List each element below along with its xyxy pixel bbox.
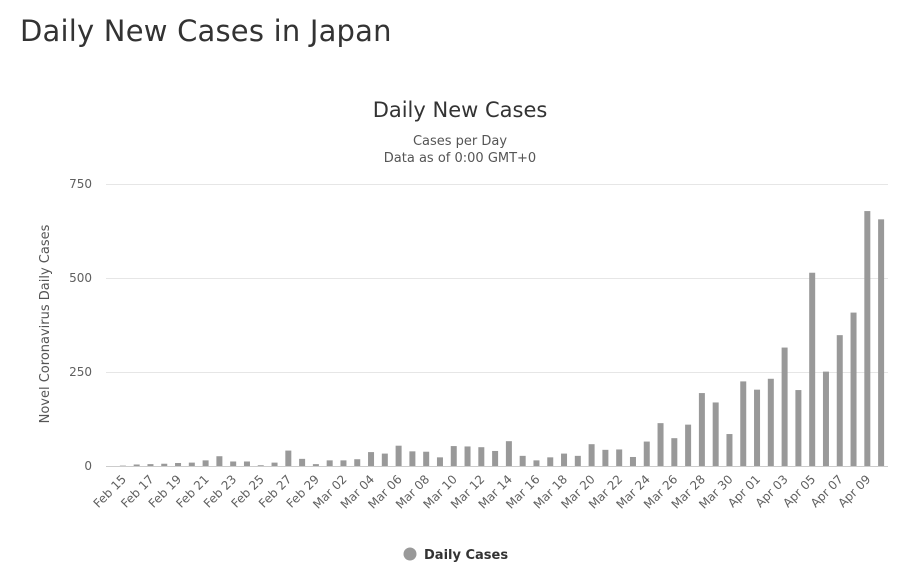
y-axis-label: Novel Coronavirus Daily Cases	[38, 224, 53, 423]
bar[interactable]	[809, 272, 816, 466]
legend[interactable]: Daily Cases	[403, 547, 509, 564]
bar[interactable]	[423, 451, 430, 466]
chart-subtitle-line-2: Data as of 0:00 GMT+0	[384, 151, 536, 166]
bar[interactable]	[368, 452, 375, 466]
bar[interactable]	[519, 455, 526, 466]
bar[interactable]	[864, 211, 871, 466]
bar[interactable]	[188, 462, 195, 466]
bar[interactable]	[836, 335, 843, 466]
y-tick-label: 250	[69, 365, 92, 379]
bar[interactable]	[243, 461, 250, 466]
page-title: Daily New Cases in Japan	[20, 14, 392, 48]
bar[interactable]	[299, 458, 306, 466]
bar[interactable]	[147, 464, 154, 466]
bar[interactable]	[257, 465, 264, 466]
bar[interactable]	[685, 424, 692, 466]
bar[interactable]	[767, 378, 774, 466]
bar[interactable]	[850, 312, 857, 466]
bar[interactable]	[354, 459, 361, 466]
bar[interactable]	[436, 457, 443, 466]
bar[interactable]	[175, 462, 182, 466]
bar[interactable]	[285, 450, 292, 466]
bar[interactable]	[726, 434, 733, 466]
bar[interactable]	[795, 390, 802, 466]
bar[interactable]	[409, 451, 416, 466]
bar[interactable]	[698, 393, 705, 466]
bar[interactable]	[381, 453, 388, 466]
y-tick-label: 0	[84, 459, 92, 473]
legend-label-daily-cases: Daily Cases	[424, 548, 508, 563]
bar[interactable]	[340, 460, 347, 466]
bar[interactable]	[161, 463, 168, 466]
bar[interactable]	[671, 438, 678, 466]
bar[interactable]	[588, 444, 595, 466]
bar[interactable]	[216, 456, 223, 466]
chart-title: Daily New Cases	[373, 98, 548, 122]
bar[interactable]	[133, 464, 140, 467]
bar[interactable]	[629, 456, 636, 466]
bar[interactable]	[878, 219, 885, 466]
bar[interactable]	[230, 461, 237, 466]
bar-series-daily-cases	[119, 211, 885, 467]
chart-subtitle-line-1: Cases per Day	[413, 134, 507, 149]
bar[interactable]	[533, 460, 540, 466]
y-axis-ticks: 0 250 500 750	[69, 177, 92, 473]
bar[interactable]	[271, 462, 278, 466]
bar[interactable]	[450, 446, 457, 466]
bar[interactable]	[657, 423, 664, 466]
bar[interactable]	[395, 445, 402, 466]
bar[interactable]	[492, 450, 499, 466]
y-tick-label: 750	[69, 177, 92, 191]
bar[interactable]	[712, 402, 719, 466]
bar[interactable]	[754, 389, 761, 466]
legend-marker	[403, 547, 417, 561]
bar[interactable]	[574, 455, 581, 466]
y-tick-label: 500	[69, 271, 92, 285]
bar[interactable]	[643, 441, 650, 466]
bar[interactable]	[202, 460, 209, 466]
bar[interactable]	[822, 371, 829, 466]
bar[interactable]	[312, 464, 319, 466]
bar[interactable]	[478, 447, 485, 466]
gridlines	[106, 184, 888, 373]
bar[interactable]	[326, 460, 333, 466]
bar[interactable]	[505, 441, 512, 466]
bar[interactable]	[616, 449, 623, 466]
bar[interactable]	[602, 449, 609, 466]
bar[interactable]	[561, 453, 568, 466]
bar[interactable]	[740, 381, 747, 466]
bar[interactable]	[464, 446, 471, 466]
bar[interactable]	[547, 457, 554, 466]
bar[interactable]	[781, 347, 788, 466]
